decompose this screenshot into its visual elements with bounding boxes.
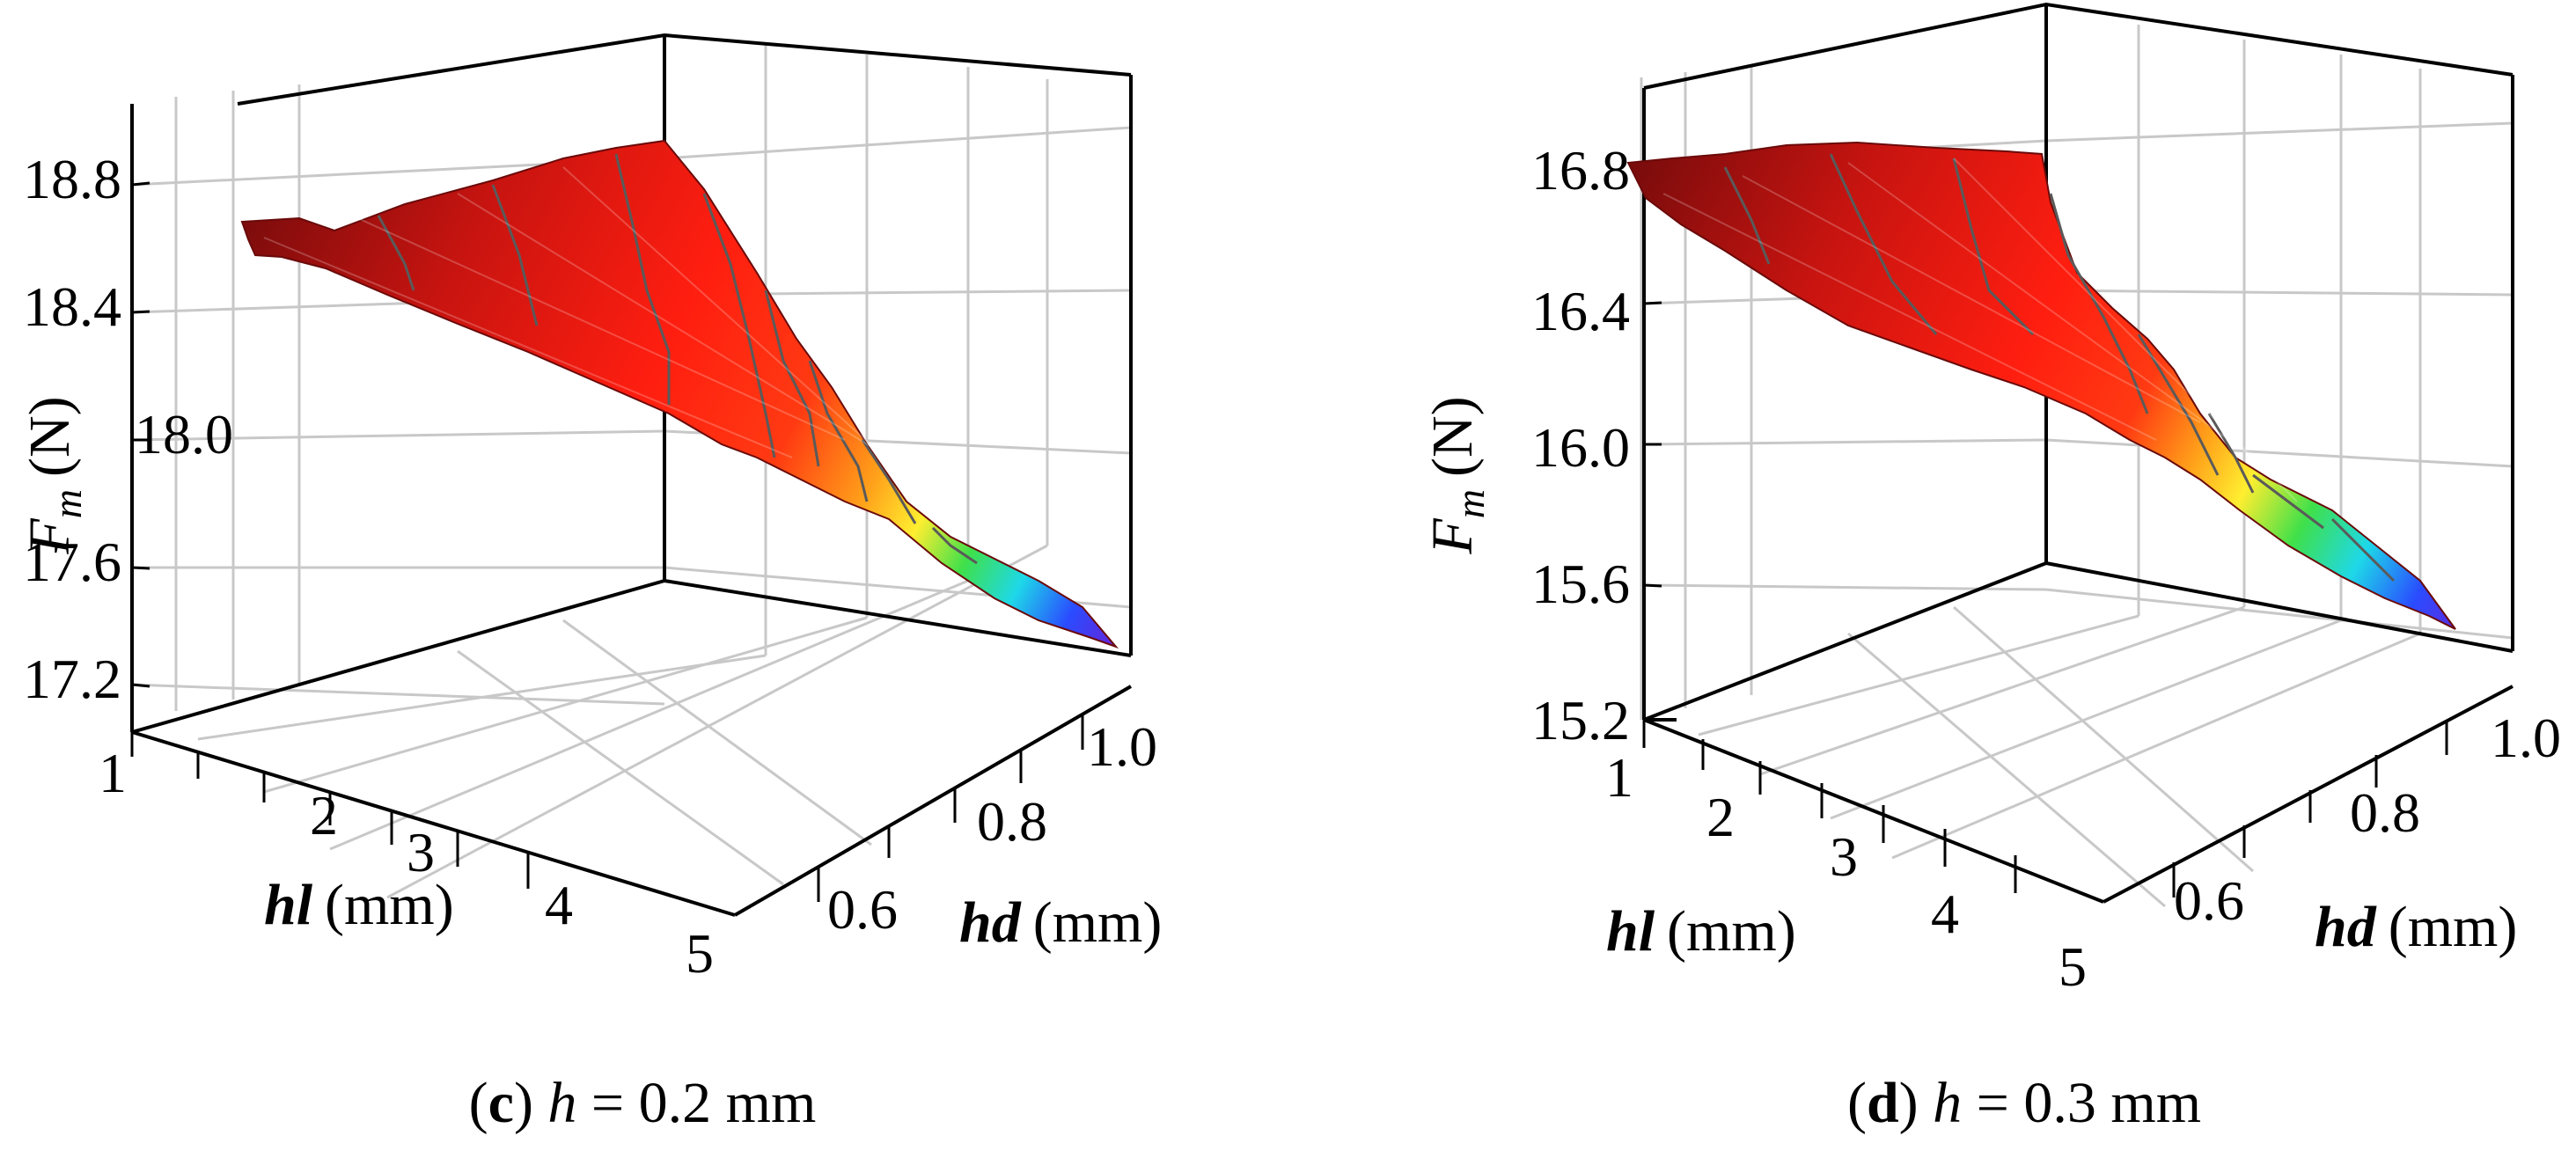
hl-tick-c-3: 4 — [545, 874, 573, 936]
z-tickmarks-c — [131, 181, 150, 688]
panel-d: 15.2 15.6 16.0 16.4 16.8 Fm (N) 1 2 3 4 5… — [1420, 2, 2561, 1135]
hl-tick-c-4: 5 — [686, 922, 714, 985]
hd-label-d-var: hd — [2315, 895, 2377, 959]
hl-label-d: hl (mm) — [1606, 899, 1796, 964]
hd-tick-d-2: 1.0 — [2491, 707, 2561, 769]
hd-label-d: hd (mm) — [2315, 895, 2517, 959]
hd-ticklabels-d: 0.6 0.8 1.0 — [2174, 707, 2561, 932]
z-tick-c-2: 18.0 — [135, 403, 233, 465]
hl-label-c-unit: (mm) — [325, 873, 454, 937]
surface-c — [240, 139, 1119, 649]
z-tick-c-4: 18.8 — [23, 148, 121, 210]
hl-tick-c-0: 1 — [99, 742, 127, 804]
hd-tick-c-1: 0.8 — [977, 790, 1047, 853]
z-ticklabels-c: 17.2 17.6 18.0 18.4 18.8 — [23, 148, 233, 710]
panel-c: 17.2 17.6 18.0 18.4 18.8 Fm (N) 1 2 3 4 5… — [18, 33, 1162, 1135]
caption-c-label: c — [488, 1071, 514, 1135]
caption-d-var: h — [1933, 1071, 1962, 1135]
hd-label-c-var: hd — [959, 890, 1022, 955]
z-ticklabels-d: 15.2 15.6 16.0 16.4 16.8 — [1531, 139, 1630, 751]
hl-ticklabels-c: 1 2 3 4 5 — [99, 742, 714, 985]
caption-c-value: = 0.2 mm — [591, 1071, 816, 1135]
hd-label-d-unit: (mm) — [2389, 895, 2518, 959]
hd-tick-c-2: 1.0 — [1087, 715, 1157, 778]
z-tick-c-0: 17.2 — [23, 648, 121, 710]
z-tickmarks-d — [1643, 160, 1662, 588]
surface-d-wire — [1662, 158, 2298, 502]
hl-ticklabels-d: 1 2 3 4 5 — [1605, 746, 2087, 998]
surface-c-wire — [263, 166, 925, 494]
hl-tick-d-1: 2 — [1706, 786, 1735, 848]
hl-label-c: hl (mm) — [264, 873, 454, 937]
z-label-c-unit: (N) — [18, 396, 82, 477]
hd-label-c-unit: (mm) — [1033, 890, 1163, 955]
hd-tickmarks-c — [817, 714, 1084, 902]
surface-d-contours — [1723, 153, 2396, 582]
hd-tick-d-0: 0.6 — [2174, 869, 2244, 932]
hd-ticklabels-c: 0.6 0.8 1.0 — [827, 715, 1157, 941]
surface-c-mesh — [240, 139, 1119, 649]
svg-text:Fm(N): Fm (N) — [18, 396, 90, 554]
grid-c — [131, 44, 1132, 899]
z-tick-c-1: 17.6 — [23, 531, 121, 593]
hd-label-c: hd (mm) — [959, 890, 1162, 955]
surface-d-mesh — [1626, 141, 2456, 630]
z-tick-d-4: 16.8 — [1531, 139, 1630, 201]
hl-label-d-var: hl — [1606, 899, 1655, 964]
hl-label-c-var: hl — [264, 873, 313, 937]
z-tick-c-3: 18.4 — [23, 275, 121, 338]
surface-c-contours — [377, 153, 978, 565]
z-tick-d-0: 15.2 — [1531, 689, 1630, 751]
caption-d-value: = 0.3 mm — [1977, 1071, 2201, 1135]
hl-tick-c-1: 2 — [310, 784, 338, 846]
z-label-d-sub: m — [1448, 489, 1493, 518]
z-label-c-main: F — [18, 518, 82, 555]
z-tick-d-1: 15.6 — [1531, 553, 1630, 615]
hl-tick-d-0: 1 — [1605, 746, 1633, 809]
z-tick-d-3: 16.4 — [1531, 280, 1630, 342]
z-label-c-sub: m — [45, 489, 90, 518]
hl-tickmarks-d — [1642, 720, 2017, 893]
caption-d: (d) h = 0.3 mm — [1847, 1071, 2201, 1135]
z-label-c: Fm (N) — [18, 396, 90, 554]
hl-label-d-unit: (mm) — [1667, 899, 1796, 964]
hd-tickmarks-d — [2172, 722, 2448, 898]
hl-tick-d-2: 3 — [1830, 825, 1858, 888]
caption-c: (c) h = 0.2 mm — [469, 1071, 817, 1135]
z-label-d-unit: (N) — [1420, 396, 1485, 477]
z-label-d-main: F — [1420, 518, 1485, 555]
hd-tick-c-0: 0.6 — [827, 878, 898, 941]
hl-tick-d-4: 5 — [2059, 935, 2087, 998]
hl-tick-d-3: 4 — [1931, 883, 1959, 945]
z-label-d: Fm (N) — [1420, 396, 1493, 554]
hl-tickmarks-c — [130, 732, 530, 889]
caption-c-var: h — [547, 1071, 576, 1135]
hl-tick-c-2: 3 — [407, 821, 435, 883]
caption-d-label: d — [1867, 1071, 1899, 1135]
surface-d — [1626, 141, 2456, 630]
z-tick-d-2: 16.0 — [1531, 416, 1630, 479]
hd-tick-d-1: 0.8 — [2350, 781, 2420, 844]
svg-text:Fm(N): Fm (N) — [1420, 396, 1493, 554]
